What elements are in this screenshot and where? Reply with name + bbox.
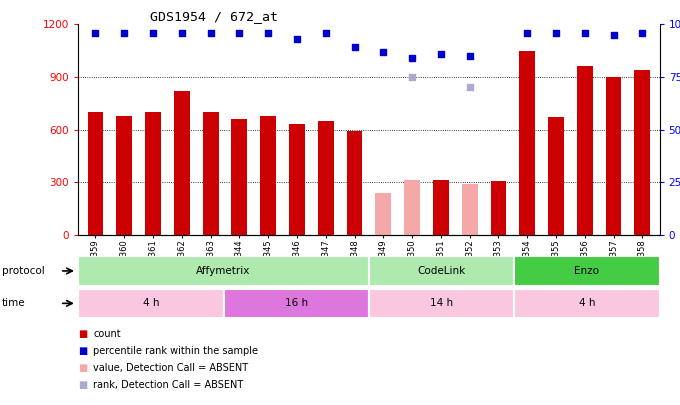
Point (522, 30, 532, 36)
Point (637, 30, 648, 36)
Bar (606, 77, 622, 235)
Bar (433, 181, 449, 235)
Bar (462, 184, 477, 235)
Bar (369, 256, 514, 286)
Bar (520, 51, 535, 235)
Text: time: time (2, 298, 26, 308)
Bar (375, 193, 391, 235)
Text: ■: ■ (78, 363, 88, 373)
Bar (514, 289, 660, 318)
Point (119, 30, 130, 36)
Text: percentile rank within the sample: percentile rank within the sample (93, 346, 258, 356)
Bar (577, 66, 593, 235)
Bar (224, 289, 369, 318)
Point (349, 44, 360, 51)
Point (320, 30, 331, 36)
Bar (490, 181, 507, 235)
Point (407, 74, 418, 80)
Bar (369, 289, 514, 318)
Point (292, 36, 303, 42)
Point (464, 84, 475, 91)
Bar (318, 121, 334, 235)
Bar (548, 117, 564, 235)
Text: rank, Detection Call = ABSENT: rank, Detection Call = ABSENT (93, 380, 243, 390)
Point (579, 30, 590, 36)
Point (464, 53, 475, 59)
Bar (289, 124, 305, 235)
Bar (231, 119, 248, 235)
Text: Enzo: Enzo (575, 266, 600, 276)
Text: 4 h: 4 h (579, 298, 595, 308)
Point (205, 30, 216, 36)
Bar (634, 70, 650, 235)
Bar (404, 181, 420, 235)
Text: CodeLink: CodeLink (418, 266, 466, 276)
Point (148, 30, 158, 36)
Point (176, 30, 187, 36)
Bar (203, 112, 218, 235)
Bar (514, 256, 660, 286)
Text: 14 h: 14 h (430, 298, 453, 308)
Text: count: count (93, 329, 121, 339)
Text: ■: ■ (78, 329, 88, 339)
Bar (78, 256, 369, 286)
Text: ■: ■ (78, 380, 88, 390)
Bar (347, 131, 362, 235)
Point (262, 30, 273, 36)
Bar (88, 112, 103, 235)
Point (551, 30, 562, 36)
Point (234, 30, 245, 36)
Text: protocol: protocol (2, 266, 45, 276)
Text: GDS1954 / 672_at: GDS1954 / 672_at (150, 10, 277, 23)
Bar (116, 115, 132, 235)
Text: 4 h: 4 h (143, 298, 159, 308)
Point (608, 32, 619, 38)
Text: 16 h: 16 h (285, 298, 308, 308)
Text: value, Detection Call = ABSENT: value, Detection Call = ABSENT (93, 363, 248, 373)
Point (378, 49, 389, 55)
Bar (174, 91, 190, 235)
Text: ■: ■ (78, 346, 88, 356)
Point (407, 55, 418, 61)
Bar (78, 289, 224, 318)
Text: Affymetrix: Affymetrix (197, 266, 251, 276)
Bar (260, 115, 276, 235)
Bar (145, 112, 161, 235)
Point (90, 30, 101, 36)
Point (435, 51, 446, 57)
